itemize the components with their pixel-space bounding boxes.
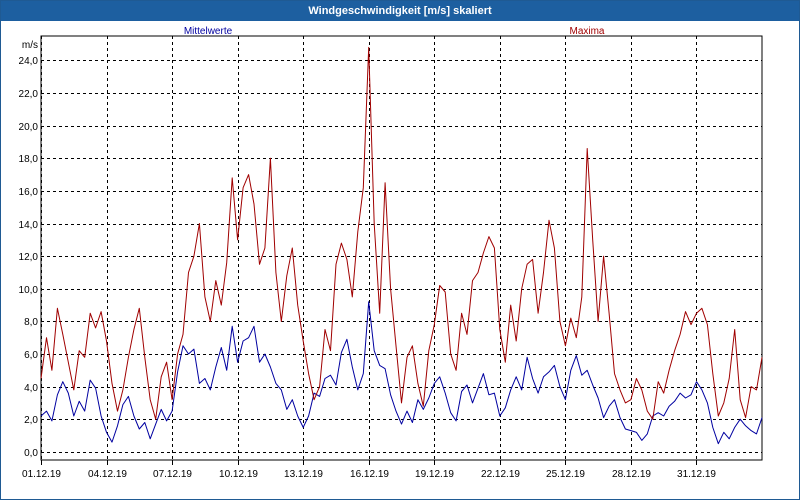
y-tick-label: 0,0 [24,448,38,459]
plot-frame [40,35,763,461]
x-tick-label: 04.12.19 [88,469,127,480]
y-tick-label: 24,0 [19,56,39,67]
series-line-maxima [40,46,763,420]
y-tick-label: 4,0 [24,383,38,394]
y-axis-unit: m/s [22,40,38,51]
y-tick-label: 6,0 [24,350,38,361]
x-tick-label: 22.12.19 [481,469,520,480]
y-tick-label: 18,0 [19,154,39,165]
y-tick-label: 2,0 [24,415,38,426]
x-tick-label: 01.12.19 [22,469,61,480]
y-tick-label: 14,0 [19,220,39,231]
x-tick-label: 10.12.19 [219,469,258,480]
series-lines [40,46,763,445]
x-tick-label: 19.12.19 [415,469,454,480]
axes [40,35,763,465]
x-tick-label: 13.12.19 [284,469,323,480]
legend-mittelwerte: Mittelwerte [184,26,233,37]
labels: 0,0 2,0 4,0 6,0 8,0 10,0 12,0 14,0 16,0 18,0 20,0 2… [19,26,717,480]
x-tick-label: 25.12.19 [546,469,585,480]
series-line-mittelwerte [40,301,763,445]
y-tick-label: 12,0 [19,252,39,263]
window-title: Windgeschwindigkeit [m/s] skaliert [1,1,799,21]
x-tick-label: 07.12.19 [153,469,192,480]
grid [41,36,762,460]
x-tick-label: 16.12.19 [350,469,389,480]
y-tick-label: 8,0 [24,317,38,328]
legend-maxima: Maxima [569,26,604,37]
y-tick-label: 22,0 [19,89,39,100]
x-tick-label: 31.12.19 [677,469,716,480]
y-tick-label: 10,0 [19,285,39,296]
y-tick-label: 20,0 [19,122,39,133]
y-tick-label: 16,0 [19,187,39,198]
x-tick-label: 28.12.19 [612,469,651,480]
